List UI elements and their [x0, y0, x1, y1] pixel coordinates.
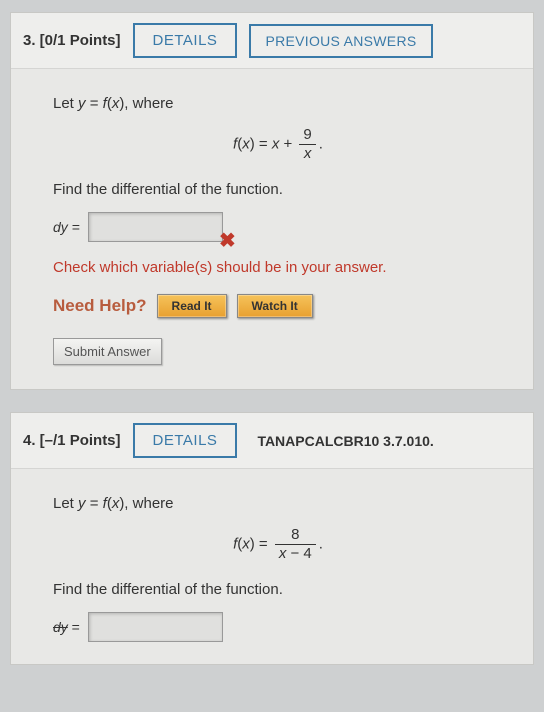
read-it-button[interactable]: Read It [157, 294, 227, 318]
dy-label: dy = [53, 619, 80, 635]
answer-input[interactable] [88, 612, 223, 642]
fraction-denominator: x [299, 145, 315, 163]
need-help-label: Need Help? [53, 296, 147, 316]
find-instruction: Find the differential of the function. [53, 181, 503, 198]
incorrect-icon: ✖ [219, 230, 236, 252]
question-header: 3. [0/1 Points] DETAILS PREVIOUS ANSWERS [11, 13, 533, 69]
function-definition: f(x) = x + 9 x . [53, 126, 503, 163]
error-message: Check which variable(s) should be in you… [53, 259, 503, 276]
previous-answers-button[interactable]: PREVIOUS ANSWERS [249, 24, 432, 58]
answer-input[interactable] [88, 212, 223, 242]
points-label: 3. [0/1 Points] [23, 32, 121, 49]
find-instruction: Find the differential of the function. [53, 581, 503, 598]
dy-label: dy = [53, 219, 80, 235]
submit-answer-button[interactable]: Submit Answer [53, 338, 162, 365]
answer-row: dy = [53, 612, 503, 642]
question-4: 4. [–/1 Points] DETAILS TANAPCALCBR10 3.… [10, 412, 534, 665]
question-content: Let y = f(x), where f(x) = 8 x − 4 . Fin… [11, 469, 533, 664]
details-button[interactable]: DETAILS [133, 23, 238, 58]
fraction-denominator: x − 4 [275, 545, 316, 563]
fraction-numerator: 8 [275, 526, 316, 545]
let-line: Let y = f(x), where [53, 495, 503, 512]
submit-row: Submit Answer [53, 338, 503, 365]
reference-label: TANAPCALCBR10 3.7.010. [257, 433, 433, 449]
watch-it-button[interactable]: Watch It [237, 294, 313, 318]
question-3: 3. [0/1 Points] DETAILS PREVIOUS ANSWERS… [10, 12, 534, 390]
question-header: 4. [–/1 Points] DETAILS TANAPCALCBR10 3.… [11, 413, 533, 469]
fraction-numerator: 9 [299, 126, 315, 145]
function-definition: f(x) = 8 x − 4 . [53, 526, 503, 563]
let-line: Let y = f(x), where [53, 95, 503, 112]
question-content: Let y = f(x), where f(x) = x + 9 x . Fin… [11, 69, 533, 389]
help-row: Need Help? Read It Watch It [53, 294, 503, 318]
details-button[interactable]: DETAILS [133, 423, 238, 458]
points-label: 4. [–/1 Points] [23, 432, 121, 449]
